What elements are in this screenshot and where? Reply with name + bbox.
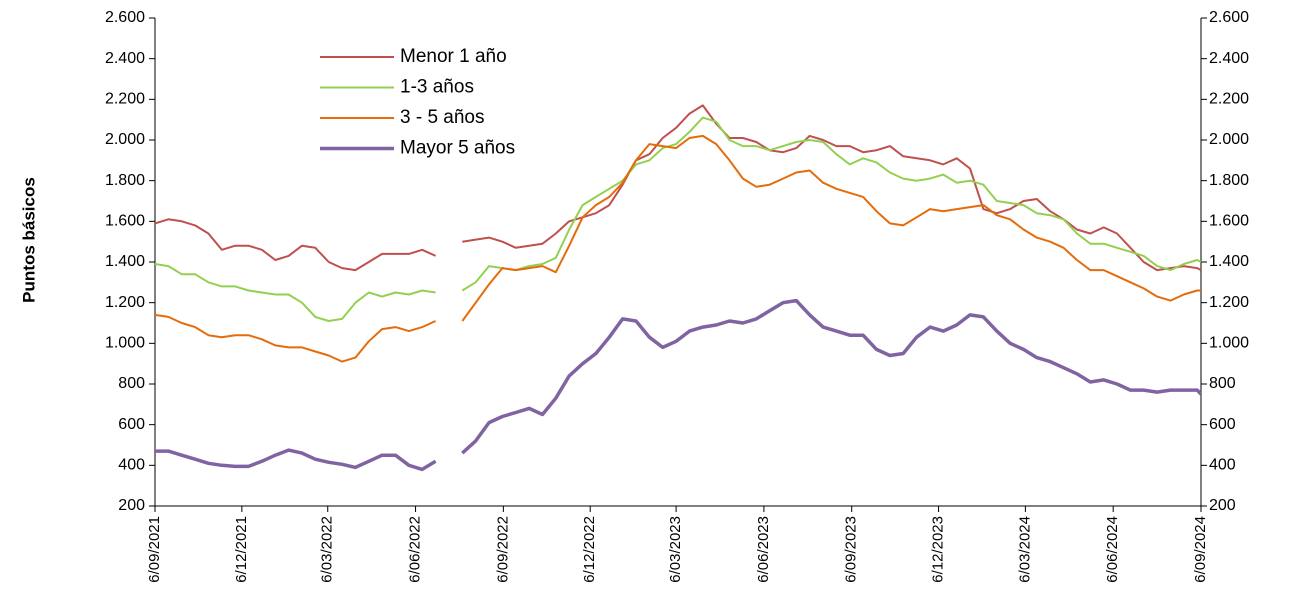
y-tick-label: 200 — [118, 497, 145, 514]
y2-tick-label: 600 — [1209, 416, 1236, 433]
y-tick-label: 2.600 — [105, 9, 145, 26]
y2-tick-label: 1.600 — [1209, 213, 1249, 230]
x-tick-label: 6/09/2023 — [843, 516, 860, 583]
y2-tick-label: 2.000 — [1209, 131, 1249, 148]
y-tick-label: 1.800 — [105, 172, 145, 189]
y-tick-label: 2.200 — [105, 91, 145, 108]
y2-tick-label: 1.200 — [1209, 294, 1249, 311]
y2-tick-label: 800 — [1209, 375, 1236, 392]
x-tick-label: 6/06/2022 — [407, 516, 424, 583]
legend-label: 1-3 años — [400, 77, 474, 98]
series-line — [154, 116, 1202, 322]
x-tick-label: 6/09/2021 — [146, 516, 163, 583]
y2-tick-label: 1.000 — [1209, 335, 1249, 352]
x-tick-label: 6/03/2022 — [319, 516, 336, 583]
legend-label: Mayor 5 años — [400, 138, 515, 159]
legend-label: Menor 1 año — [400, 46, 507, 67]
y2-tick-label: 2.400 — [1209, 50, 1249, 67]
y2-tick-label: 2.600 — [1209, 9, 1249, 26]
x-tick-label: 6/03/2023 — [667, 516, 684, 583]
y-tick-label: 2.000 — [105, 131, 145, 148]
legend-label: 3 - 5 años — [400, 107, 485, 128]
x-tick-label: 6/03/2024 — [1016, 516, 1033, 583]
series-line — [154, 104, 1202, 272]
y-tick-label: 600 — [118, 416, 145, 433]
y2-tick-label: 2.200 — [1209, 91, 1249, 108]
x-tick-label: 6/12/2021 — [233, 516, 250, 583]
y2-tick-label: 400 — [1209, 457, 1236, 474]
x-tick-label: 6/12/2023 — [930, 516, 947, 583]
x-tick-label: 6/06/2023 — [755, 516, 772, 583]
y-tick-label: 1.400 — [105, 253, 145, 270]
y-tick-label: 800 — [118, 375, 145, 392]
x-tick-label: 6/09/2022 — [494, 516, 511, 583]
series-line — [154, 134, 1201, 363]
y-tick-label: 1.000 — [105, 335, 145, 352]
y-tick-label: 400 — [118, 457, 145, 474]
x-tick-label: 6/06/2024 — [1104, 516, 1121, 583]
y-tick-label: 1.200 — [105, 294, 145, 311]
y-tick-label: 1.600 — [105, 213, 145, 230]
y-tick-label: 2.400 — [105, 50, 145, 67]
y2-tick-label: 200 — [1209, 497, 1236, 514]
series-line — [155, 298, 1203, 472]
y-axis-label: Puntos básicos — [19, 177, 38, 303]
y2-tick-label: 1.800 — [1209, 172, 1249, 189]
y2-tick-label: 1.400 — [1209, 253, 1249, 270]
x-tick-label: 6/09/2024 — [1192, 516, 1209, 583]
x-tick-label: 6/12/2022 — [581, 516, 598, 583]
